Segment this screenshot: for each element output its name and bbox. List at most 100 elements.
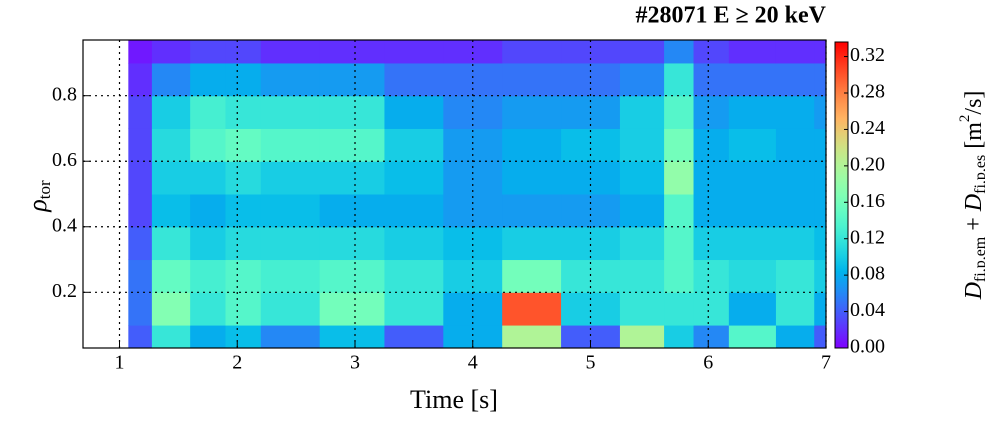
colorbar-label-part: fi,p,em	[972, 236, 985, 282]
contour-cell	[664, 325, 695, 349]
contour-cell	[775, 226, 815, 261]
colorbar-label: Dfi,p,em + Dfi,p,es [m2/s]	[957, 91, 985, 301]
contour-cell	[619, 128, 665, 162]
contour-cell	[664, 292, 695, 326]
contour-cell	[775, 292, 815, 326]
contour-cell	[384, 161, 444, 195]
contour-cell	[151, 325, 191, 349]
y-label-symbol: ρ	[23, 199, 52, 212]
contour-cell	[225, 95, 262, 129]
colorbar-tick-label: 0.08	[850, 263, 885, 285]
colorbar-tick-label: 0.04	[850, 299, 885, 321]
y-tick-label: 0.8	[52, 83, 77, 105]
contour-cell	[693, 161, 730, 195]
contour-cell	[128, 292, 153, 326]
contour-cell	[814, 325, 827, 349]
contour-cell	[775, 62, 815, 97]
colorbar-tick-label: 0.20	[850, 153, 885, 175]
contour-cell	[693, 292, 730, 326]
contour-cell	[225, 161, 262, 195]
contour-cell	[502, 62, 562, 97]
y-axis-label: ρtor	[23, 180, 54, 213]
contour-cell	[384, 62, 444, 97]
contour-cell	[151, 161, 191, 195]
contour-cell	[814, 128, 827, 162]
contour-cell	[664, 62, 695, 97]
contour-cell	[693, 325, 730, 349]
contour-cell	[728, 325, 777, 349]
colorbar-label-part: fi,p,es	[972, 155, 985, 194]
contour-cell	[502, 128, 562, 162]
colorbar-tick-label: 0.12	[850, 226, 885, 248]
contour-cell	[260, 161, 321, 195]
contour-cell	[190, 259, 226, 293]
contour-cell	[225, 40, 262, 64]
contour-cell	[384, 325, 444, 349]
contour-cell	[814, 62, 827, 97]
contour-cell	[664, 95, 695, 129]
contour-cell	[619, 194, 665, 228]
contour-field	[128, 40, 827, 349]
contour-cell	[225, 292, 262, 326]
contour-cell	[128, 325, 153, 349]
contour-cell	[502, 325, 562, 349]
x-tick-label: 6	[703, 352, 713, 374]
contour-cell	[502, 194, 562, 228]
contour-cell	[664, 128, 695, 162]
contour-cell	[502, 161, 562, 195]
contour-cell	[225, 259, 262, 293]
contour-cell	[128, 40, 153, 64]
x-tick-label: 1	[115, 352, 125, 374]
colorbar-label-part: /s]	[961, 91, 985, 115]
colorbar-tick-label: 0.24	[850, 117, 885, 139]
x-tick-label: 4	[468, 352, 478, 374]
contour-cell	[384, 226, 444, 261]
contour-cell	[190, 161, 226, 195]
contour-cell	[319, 226, 385, 261]
contour-cell	[693, 62, 730, 97]
contour-cell	[190, 226, 226, 261]
contour-cell	[151, 62, 191, 97]
contour-cell	[561, 226, 621, 261]
contour-cell	[260, 226, 321, 261]
contour-cell	[619, 95, 665, 129]
contour-cell	[775, 161, 815, 195]
contour-cell	[151, 95, 191, 129]
axes	[82, 39, 827, 349]
contour-cell	[319, 292, 385, 326]
contour-cell	[190, 128, 226, 162]
contour-cell	[664, 226, 695, 261]
contour-cell	[443, 128, 503, 162]
plot-frame	[82, 39, 827, 349]
contour-cell	[664, 259, 695, 293]
contour-cell	[693, 95, 730, 129]
contour-cell	[128, 161, 153, 195]
contour-cell	[814, 161, 827, 195]
contour-cell	[728, 226, 777, 261]
colorbar-label-part: D	[961, 194, 985, 212]
contour-cell	[664, 161, 695, 195]
contour-cell	[693, 194, 730, 228]
contour-cell	[260, 62, 321, 97]
contour-cell	[728, 194, 777, 228]
contour-cell	[814, 40, 827, 64]
contour-cell	[128, 62, 153, 97]
contour-cell	[190, 62, 226, 97]
contour-cell	[814, 194, 827, 228]
y-tick-label: 0.6	[52, 149, 77, 171]
contour-cell	[384, 194, 444, 228]
contour-cell	[693, 226, 730, 261]
contour-cell	[190, 194, 226, 228]
contour-cell	[190, 325, 226, 349]
contour-cell	[814, 95, 827, 129]
x-tick-label: 7	[821, 352, 831, 374]
contour-cell	[443, 194, 503, 228]
contour-cell	[561, 62, 621, 97]
contour-cell	[443, 40, 503, 64]
contour-cell	[260, 325, 321, 349]
contour-cell	[260, 95, 321, 129]
contour-cell	[319, 62, 385, 97]
contour-cell	[775, 128, 815, 162]
contour-cell	[151, 194, 191, 228]
